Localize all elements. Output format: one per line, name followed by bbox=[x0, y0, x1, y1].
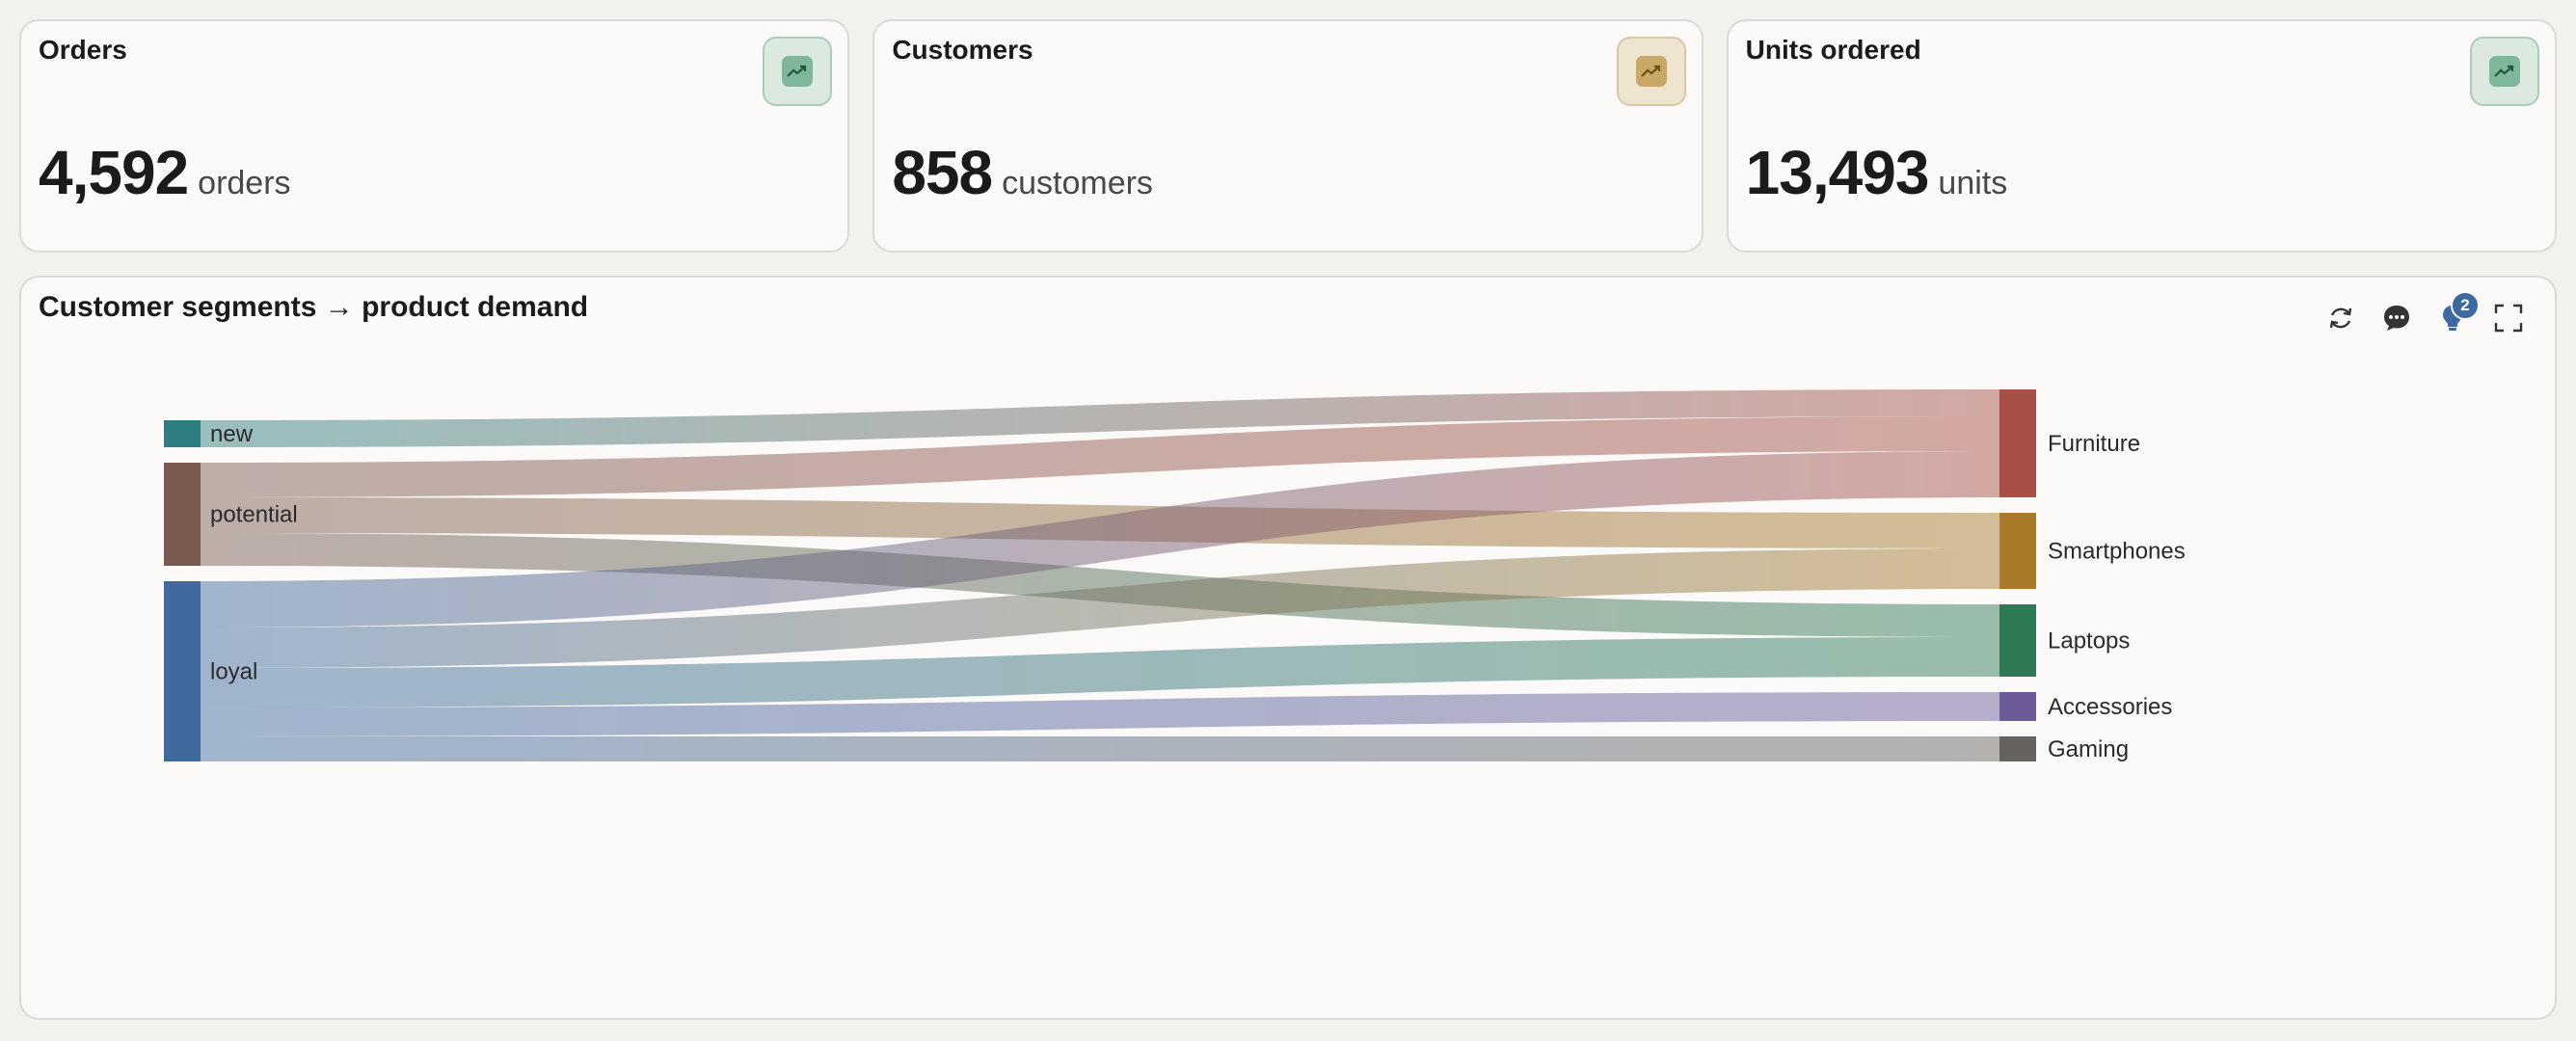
kpi-number: 858 bbox=[892, 138, 993, 207]
trend-up-icon[interactable] bbox=[1616, 37, 1686, 106]
sankey-link-loyal-to-gaming[interactable] bbox=[201, 736, 1999, 761]
lightbulb-icon[interactable]: 2 bbox=[2435, 291, 2480, 335]
sankey-node-gaming[interactable] bbox=[1999, 736, 2036, 761]
sankey-node-furniture[interactable] bbox=[1999, 389, 2036, 497]
sankey-node-potential[interactable] bbox=[164, 463, 201, 566]
kpi-value: 13,493 units bbox=[1746, 137, 2008, 208]
trend-up-icon[interactable] bbox=[763, 37, 833, 106]
sankey-label-accessories: Accessories bbox=[2048, 694, 2172, 720]
kpi-value: 858 customers bbox=[892, 137, 1153, 208]
kpi-title: Orders bbox=[39, 35, 127, 65]
sankey-link-loyal-to-smartphones[interactable] bbox=[201, 548, 1999, 668]
kpi-card-customers[interactable]: Customers 858 customers bbox=[872, 19, 1704, 253]
sankey-node-new[interactable] bbox=[164, 420, 201, 447]
kpi-number: 4,592 bbox=[39, 138, 189, 207]
sankey-link-loyal-to-furniture[interactable] bbox=[201, 451, 1999, 627]
kpi-unit: units bbox=[1938, 165, 2008, 201]
kpi-card-units-ordered[interactable]: Units ordered 13,493 units bbox=[1726, 19, 2557, 253]
kpi-card-orders[interactable]: Orders 4,592 orders bbox=[19, 19, 850, 253]
expand-icon[interactable] bbox=[2491, 301, 2526, 335]
insight-count-badge: 2 bbox=[2451, 291, 2480, 320]
comment-icon[interactable] bbox=[2379, 301, 2414, 335]
sankey-label-loyal: loyal bbox=[210, 659, 257, 685]
kpi-unit: orders bbox=[198, 165, 291, 201]
chart-title: Customer segments → product demand bbox=[39, 291, 589, 323]
sankey-link-new-to-furniture[interactable] bbox=[201, 389, 1999, 447]
kpi-row: Orders 4,592 orders Customers 858 customer… bbox=[19, 19, 2557, 253]
sankey-label-new: new bbox=[210, 421, 254, 447]
refresh-icon[interactable] bbox=[2323, 301, 2358, 335]
sankey-node-loyal[interactable] bbox=[164, 581, 201, 761]
sankey-label-smartphones: Smartphones bbox=[2048, 539, 2186, 565]
kpi-unit: customers bbox=[1002, 165, 1153, 201]
kpi-title: Units ordered bbox=[1745, 35, 1921, 65]
sankey-chart-card: new potential loyal Furniture Smartphones Lap… bbox=[19, 276, 2557, 1020]
sankey-chart: new potential loyal Furniture Smartphones Lap… bbox=[164, 389, 2186, 762]
sankey-nodes: new potential loyal Furniture Smartphones Lap… bbox=[164, 389, 2186, 762]
sankey-link-loyal-to-accessories[interactable] bbox=[201, 692, 1999, 736]
chart-toolbar: 2 bbox=[2323, 291, 2526, 335]
sankey-link-potential-to-furniture[interactable] bbox=[201, 416, 1999, 497]
sankey-node-smartphones[interactable] bbox=[1999, 513, 2036, 589]
kpi-title: Customers bbox=[892, 35, 1033, 65]
sankey-label-furniture: Furniture bbox=[2048, 431, 2140, 457]
kpi-value: 4,592 orders bbox=[39, 137, 291, 208]
sankey-link-loyal-to-laptops[interactable] bbox=[201, 637, 1999, 707]
sankey-label-potential: potential bbox=[210, 502, 298, 528]
sankey-label-gaming: Gaming bbox=[2048, 736, 2129, 762]
sankey-link-potential-to-laptops[interactable] bbox=[201, 533, 1999, 637]
sankey-node-accessories[interactable] bbox=[1999, 692, 2036, 721]
sankey-links bbox=[201, 389, 1999, 761]
kpi-number: 13,493 bbox=[1745, 138, 1930, 207]
sankey-node-laptops[interactable] bbox=[1999, 604, 2036, 677]
sankey-label-laptops: Laptops bbox=[2048, 628, 2130, 654]
trend-up-icon[interactable] bbox=[2469, 37, 2539, 106]
